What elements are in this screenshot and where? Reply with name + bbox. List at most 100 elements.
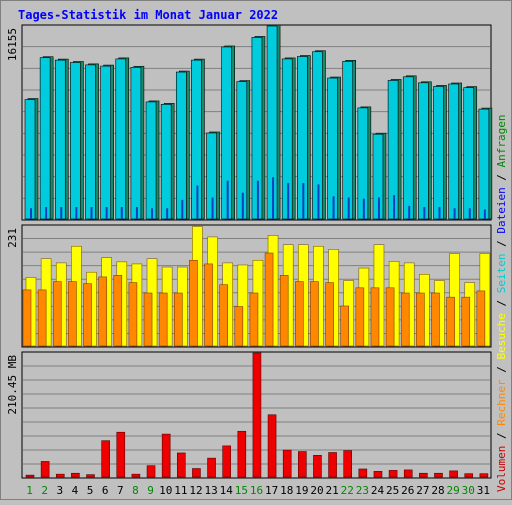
day-label: 20: [310, 484, 323, 497]
bar-besuche: [173, 292, 183, 347]
panel-max-label: 16155: [6, 28, 19, 61]
bar-dateien: [468, 208, 471, 219]
bar-volumen: [479, 473, 489, 478]
bar-volumen: [101, 440, 110, 478]
bar-volumen: [116, 431, 126, 478]
day-label: 9: [147, 484, 154, 497]
day-label: 8: [132, 484, 139, 497]
bar-anfragen: [463, 87, 475, 220]
bar-volumen: [282, 449, 292, 478]
bar-volumen: [403, 469, 413, 478]
bar-anfragen: [130, 66, 142, 220]
bar-dateien: [393, 195, 396, 219]
legend-item: Besuche: [495, 313, 508, 359]
bar-volumen: [86, 474, 95, 478]
bar-besuche: [83, 283, 92, 347]
bar-volumen: [419, 472, 428, 478]
bar-dateien: [90, 207, 93, 219]
bar-besuche: [68, 281, 77, 347]
bar-dateien: [377, 197, 380, 219]
bar-volumen: [222, 445, 231, 478]
bar-dateien: [226, 180, 229, 219]
bar-dateien: [256, 180, 259, 219]
bar-anfragen: [70, 62, 81, 220]
bar-dateien: [241, 192, 244, 219]
legend-item: Rechner: [495, 379, 508, 426]
bar-anfragen: [115, 58, 127, 220]
bar-besuche: [416, 292, 425, 347]
day-label: 1: [26, 484, 33, 497]
x-axis-day-labels: 1 2 3 4 5 6 7 8 9 10 11 12 13 14 15 16 17 18 19 20 21 22 23 24 2…: [26, 484, 490, 497]
day-label: 23: [356, 484, 369, 497]
legend-separator: /: [495, 167, 508, 187]
bar-volumen: [146, 465, 156, 478]
bar-besuche: [113, 275, 123, 347]
bar-besuche: [310, 281, 319, 347]
legend-item: Dateien: [495, 187, 508, 233]
bar-volumen: [328, 452, 337, 478]
bar-besuche: [461, 296, 471, 347]
bar-besuche: [400, 292, 410, 347]
day-label: 25: [386, 484, 399, 497]
day-label: 31: [477, 484, 490, 497]
bar-besuche: [370, 287, 380, 347]
bar-anfragen: [39, 57, 51, 220]
day-label: 15: [235, 484, 248, 497]
bar-dateien: [196, 185, 199, 219]
bar-volumen: [267, 414, 277, 478]
bar-volumen: [161, 433, 171, 478]
bar-besuche: [385, 287, 395, 347]
bar-volumen: [313, 455, 322, 478]
legend-separator: /: [495, 293, 508, 313]
day-label: 6: [102, 484, 109, 497]
bar-dateien: [166, 208, 169, 219]
chart-title: Tages-Statistik im Monat Januar 2022: [18, 8, 278, 22]
legend-text: Volumen / Rechner / Besuche / Seiten / D…: [495, 114, 508, 492]
bar-dateien: [317, 184, 320, 219]
day-label: 22: [341, 484, 354, 497]
bar-besuche: [128, 282, 138, 347]
bar-anfragen: [478, 108, 490, 220]
bar-dateien: [423, 207, 426, 219]
bar-besuche: [264, 252, 274, 347]
day-label: 24: [371, 484, 385, 497]
day-label: 17: [265, 484, 278, 497]
bar-dateien: [347, 197, 350, 219]
bar-besuche: [22, 289, 32, 347]
bar-volumen: [449, 470, 458, 478]
bar-dateien: [45, 207, 48, 219]
bar-besuche: [204, 263, 213, 347]
bar-besuche: [52, 281, 62, 347]
bar-volumen: [237, 430, 247, 478]
bar-besuche: [158, 292, 168, 347]
bar-besuche: [143, 292, 153, 347]
legend-item: Anfragen: [495, 114, 508, 167]
bar-besuche: [325, 282, 334, 347]
bar-anfragen: [54, 59, 66, 220]
bar-volumen: [298, 451, 307, 478]
panel-max-label: 231: [6, 228, 19, 248]
panel-max-label: 210.45 MB: [6, 355, 19, 415]
bar-besuche: [189, 259, 198, 347]
bar-besuche: [219, 284, 228, 347]
bar-besuche: [340, 305, 350, 347]
bar-besuche: [279, 275, 289, 347]
bar-anfragen: [160, 104, 172, 220]
bar-volumen: [131, 473, 141, 478]
bar-anfragen: [100, 65, 111, 220]
panel-hits-files: 16155: [6, 24, 493, 221]
bar-besuche: [37, 289, 47, 347]
bar-volumen: [388, 470, 398, 478]
chart-panels: 16155 231 210.45 MB: [6, 24, 493, 479]
bar-volumen: [464, 473, 474, 478]
bar-dateien: [30, 208, 32, 219]
bar-dateien: [287, 183, 290, 219]
bar-volumen: [176, 452, 186, 478]
bar-volumen: [373, 471, 383, 478]
bar-dateien: [332, 196, 335, 219]
bar-dateien: [302, 183, 305, 219]
day-label: 10: [159, 484, 172, 497]
bar-anfragen: [145, 101, 157, 220]
day-label: 16: [250, 484, 263, 497]
day-label: 12: [189, 484, 202, 497]
